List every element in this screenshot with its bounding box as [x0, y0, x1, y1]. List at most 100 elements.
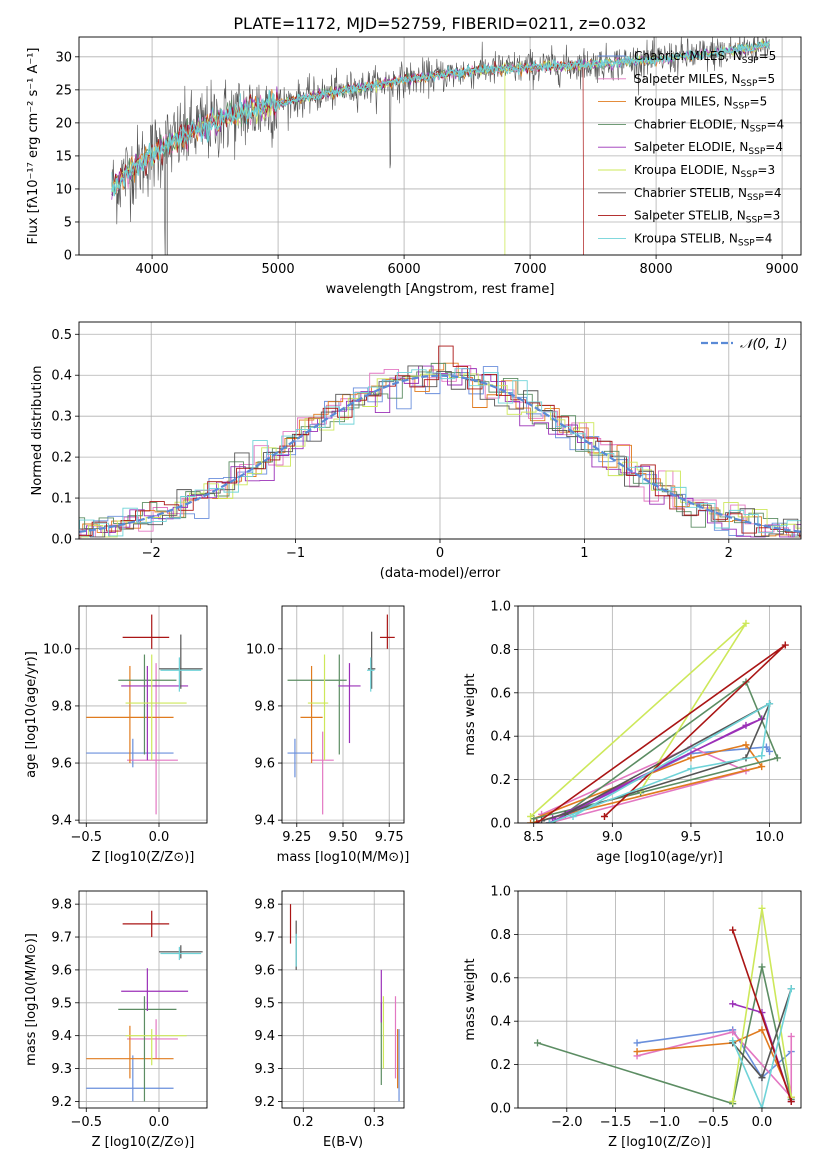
series-marker — [766, 700, 774, 708]
series-marker — [758, 963, 766, 971]
figure-title: PLATE=1172, MJD=52759, FIBERID=0211, z=0… — [233, 14, 646, 33]
error-point — [125, 1029, 187, 1066]
error-point — [121, 968, 189, 1012]
x-tick-label: −2.0 — [551, 1115, 583, 1130]
y-tick-label: 9.5 — [51, 996, 72, 1011]
series-marker — [766, 747, 774, 755]
y-tick-label: 9.4 — [254, 1029, 275, 1044]
x-axis-label: mass [log10(M/M⊙)] — [277, 850, 410, 865]
series-marker — [687, 765, 695, 773]
y-tick-label: 9.6 — [51, 963, 72, 978]
y-tick-label: 10 — [55, 182, 72, 197]
plot-area — [534, 904, 795, 1108]
histogram-3 — [79, 362, 801, 538]
y-tick-label: 1.0 — [490, 600, 511, 615]
error-point — [86, 1055, 174, 1102]
y-axis-label: Normed distribution — [30, 366, 45, 496]
series-line — [536, 644, 786, 823]
y-tick-label: 0.4 — [490, 1015, 511, 1030]
y-tick-label: 20 — [55, 116, 72, 131]
x-axis-label: age [log10(age/yr)] — [596, 850, 723, 865]
y-tick-label: 9.8 — [254, 898, 275, 913]
x-tick-label: 9.75 — [375, 830, 404, 845]
y-tick-label: 0.6 — [490, 686, 511, 701]
error-point — [300, 665, 323, 764]
legend-label: Chabrier MILES, NSSP=5 — [634, 49, 776, 66]
series-marker — [729, 1000, 737, 1008]
x-tick-label: 0.2 — [293, 1115, 314, 1130]
x-tick-label: 1 — [580, 546, 588, 561]
y-tick-label: 9.3 — [51, 1062, 72, 1077]
axes-frame — [281, 605, 405, 824]
series-line — [731, 988, 793, 1108]
y-axis-label: age [log10(age/yr)] — [24, 651, 39, 778]
series-marker — [758, 1104, 766, 1108]
normal-curve — [79, 374, 801, 533]
axes-frame — [517, 890, 802, 1109]
error-point — [86, 1025, 174, 1079]
axes-frame — [78, 36, 802, 256]
y-tick-label: 9.5 — [254, 996, 275, 1011]
axes-frame — [281, 890, 405, 1109]
x-tick-label: 0.0 — [752, 1115, 773, 1130]
error-point — [367, 631, 376, 689]
y-tick-label: 0.2 — [490, 1058, 511, 1073]
plot-area — [289, 904, 400, 1102]
legend-label: Salpeter ELODIE, NSSP=4 — [634, 140, 783, 157]
x-tick-label: 0.0 — [149, 830, 170, 845]
y-tick-label: 9.4 — [254, 814, 275, 829]
y-tick-label: 0 — [64, 249, 72, 264]
chart-4: 8.5 9.0 9.5 10.0 0.0 0.2 0.4 0.6 0.8 1.0 age [log1… — [463, 600, 802, 865]
series-line — [541, 701, 772, 822]
legend-label: Chabrier STELIB, NSSP=4 — [634, 186, 782, 203]
x-tick-label: 0.0 — [149, 1115, 170, 1130]
legend-label: Chabrier ELODIE, NSSP=4 — [634, 117, 784, 134]
series-marker — [742, 721, 750, 729]
error-point — [160, 946, 202, 961]
error-point — [122, 910, 170, 938]
legend-label: Salpeter MILES, NSSP=5 — [634, 72, 775, 89]
y-tick-label: 0.2 — [490, 773, 511, 788]
x-axis-label: E(B-V) — [323, 1135, 363, 1150]
x-axis-label: (data-model)/error — [380, 566, 501, 581]
chart-6: 0.2 0.3 9.2 9.3 9.4 9.5 9.6 9.7 9.8 E(B-V) — [254, 890, 405, 1150]
x-axis-label: wavelength [Angstrom, rest frame] — [326, 282, 555, 297]
y-tick-label: 9.4 — [51, 1029, 72, 1044]
x-axis-label: Z [log10(Z/Z⊙)] — [608, 1135, 711, 1150]
series-marker — [729, 1028, 737, 1036]
chart-7: −2.0 −1.5 −1.0 −0.5 0.0 0.0 0.2 0.4 0.6 0.8 1.0 Z [… — [463, 885, 802, 1150]
y-tick-label: 10.0 — [43, 642, 72, 657]
legend-label: Kroupa MILES, NSSP=5 — [634, 95, 767, 112]
error-point — [118, 996, 177, 1102]
y-tick-label: 0.4 — [51, 369, 72, 384]
series-marker — [742, 619, 750, 627]
x-tick-label: 9.50 — [329, 830, 358, 845]
y-tick-label: 30 — [55, 50, 72, 65]
x-tick-label: 8.5 — [523, 830, 544, 845]
y-tick-label: 1.0 — [490, 885, 511, 900]
x-tick-label: 5000 — [262, 262, 295, 277]
y-tick-label: 0.0 — [51, 533, 72, 548]
y-axis-label: Flux [fλ10⁻¹⁷ erg cm⁻² s⁻¹ A⁻¹] — [26, 48, 41, 245]
series-line — [731, 929, 792, 1102]
error-point — [127, 663, 178, 815]
y-tick-label: 9.2 — [254, 1095, 275, 1110]
legend-label: 𝒩(0, 1) — [740, 337, 787, 352]
error-point — [125, 654, 187, 761]
series-marker — [758, 1074, 766, 1082]
series-marker — [729, 1037, 737, 1045]
series-marker — [729, 1097, 737, 1105]
y-tick-label: 0.1 — [51, 492, 72, 507]
error-point — [121, 665, 189, 761]
error-point — [367, 657, 375, 692]
y-tick-label: 9.7 — [51, 931, 72, 946]
x-tick-label: 7000 — [514, 262, 547, 277]
series-marker — [569, 812, 577, 820]
series-marker — [742, 741, 750, 749]
error-point — [379, 614, 395, 649]
series-marker — [787, 985, 795, 993]
x-tick-label: 6000 — [388, 262, 421, 277]
y-tick-label: 0.5 — [51, 328, 72, 343]
x-axis-label: Z [log10(Z/Z⊙)] — [92, 1135, 195, 1150]
